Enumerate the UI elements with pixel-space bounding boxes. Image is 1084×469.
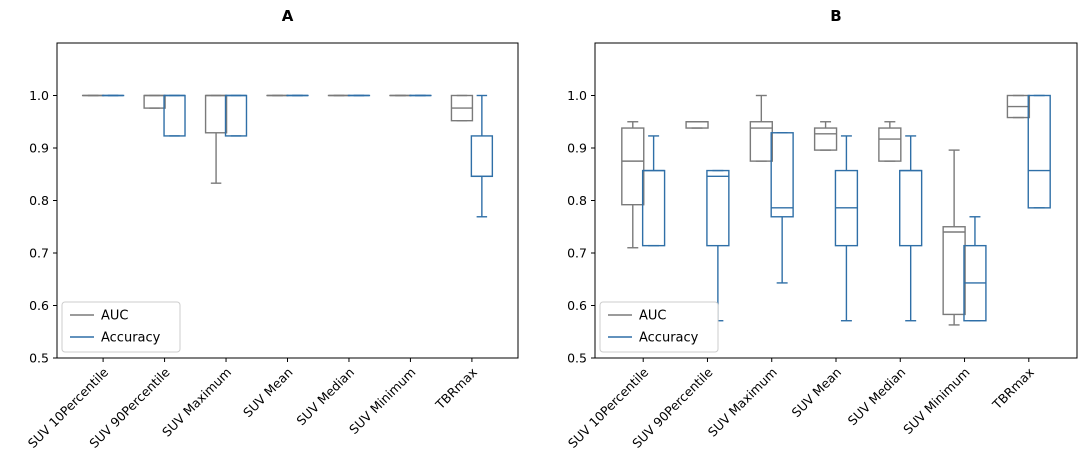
panel-a-x-tick-label-suv-median: SUV Median — [293, 365, 357, 429]
panel-b-accuracy-suv-maximum-iqr-box — [770, 132, 794, 218]
panel-b-y-tick-label-2: 0.7 — [567, 246, 587, 261]
panel-a-x-tick-label-suv-minimum: SUV Minimum — [346, 365, 419, 438]
panel-b-auc-suv-10percentile-iqr-box — [621, 127, 645, 206]
panel-a-legend-auc-label: AUC — [101, 309, 129, 324]
panel-b-x-tick-label-suv-maximum: SUV Maximum — [705, 365, 780, 440]
panel-b-accuracy-suv-90percentile-iqr-box — [706, 169, 730, 247]
panel-a-y-tick-label-3: 0.8 — [29, 193, 49, 208]
panel-b-x-tick-label-tbrmax: TBRmax — [989, 365, 1037, 413]
panel-a-auc-tbrmax-box — [450, 94, 474, 122]
panel-b-auc-suv-maximum-iqr-box — [749, 121, 773, 162]
panel-b-accuracy-tbrmax-iqr-box — [1027, 94, 1051, 209]
panel-b-accuracy-suv-maximum-box — [770, 132, 794, 284]
panel-b: B 0.5 0.6 0.7 0.8 0.9 1.0 SUV 10PercentileSUV… — [565, 7, 1078, 451]
panel-b-accuracy-suv-mean-box — [834, 135, 859, 322]
panel-a-boxes — [81, 94, 494, 218]
panel-b-y-tick-label-0: 0.5 — [567, 351, 587, 366]
panel-b-auc-suv-90percentile-box — [685, 121, 709, 129]
panel-b-legend-auc-label: AUC — [639, 309, 667, 324]
panel-b-x-tick-label-suv-minimum: SUV Minimum — [900, 365, 973, 438]
panel-a-y-tick-label-1: 0.6 — [29, 298, 49, 313]
panel-b-accuracy-tbrmax-box — [1027, 94, 1051, 209]
panel-a-x-tick-label-suv-mean: SUV Mean — [240, 365, 296, 421]
panel-b-x-tick-label-suv-median: SUV Median — [845, 365, 909, 429]
panel-b-auc-suv-median-box — [878, 121, 902, 162]
panel-b-accuracy-suv-minimum-box — [963, 216, 987, 322]
panel-b-legend: AUC Accuracy — [599, 301, 719, 353]
panel-b-auc-suv-minimum-box — [942, 149, 966, 326]
panel-b-y-tick-label-4: 0.9 — [567, 141, 587, 156]
panel-b-legend-accuracy-label: Accuracy — [639, 331, 699, 346]
panel-a-title: A — [282, 7, 294, 25]
panel-b-accuracy-suv-median-box — [899, 135, 923, 322]
panel-b-auc-suv-minimum-iqr-box — [942, 226, 966, 316]
panel-b-auc-suv-maximum-box — [749, 94, 773, 162]
panel-b-auc-suv-10percentile-box — [621, 121, 645, 249]
panel-b-auc-suv-median-iqr-box — [878, 127, 902, 162]
panel-b-auc-tbrmax-box — [1006, 94, 1031, 119]
panel-a-y-tick-label-0: 0.5 — [29, 351, 49, 366]
panel-a-accuracy-suv-maximum-box — [224, 94, 248, 137]
panel-b-y-tick-label-5: 1.0 — [567, 88, 587, 103]
panel-b-auc-suv-mean-iqr-box — [813, 127, 838, 151]
panel-a-auc-suv-maximum-box — [204, 94, 228, 184]
panel-a-y-tick-label-2: 0.7 — [29, 246, 49, 261]
panel-a-x-tick-label-tbrmax: TBRmax — [432, 365, 480, 413]
panel-b-x-tick-label-suv-mean: SUV Mean — [788, 365, 844, 421]
panel-b-title: B — [830, 7, 841, 25]
panel-b-y-ticks: 0.5 0.6 0.7 0.8 0.9 1.0 — [567, 88, 595, 366]
panel-b-y-tick-label-1: 0.6 — [567, 298, 587, 313]
panel-b-boxes — [621, 94, 1051, 326]
panel-a-y-tick-label-4: 0.9 — [29, 141, 49, 156]
panel-b-y-tick-label-3: 0.8 — [567, 193, 587, 208]
panel-a-legend: AUC Accuracy — [61, 301, 181, 353]
panel-b-accuracy-suv-10percentile-box — [641, 135, 666, 247]
panel-a-accuracy-suv-90percentile-box — [163, 94, 186, 137]
panel-a-y-tick-label-5: 1.0 — [29, 88, 49, 103]
panel-a-auc-suv-90percentile-box — [143, 94, 166, 109]
panel-a: A 0.5 0.6 0.7 0.8 0.9 1.0 SUV 10PercentileSUV… — [25, 7, 519, 451]
panel-a-legend-accuracy-label: Accuracy — [101, 331, 161, 346]
panel-b-auc-suv-mean-box — [813, 121, 838, 151]
panel-a-y-ticks: 0.5 0.6 0.7 0.8 0.9 1.0 — [29, 88, 57, 366]
panel-a-accuracy-tbrmax-box — [470, 94, 494, 218]
